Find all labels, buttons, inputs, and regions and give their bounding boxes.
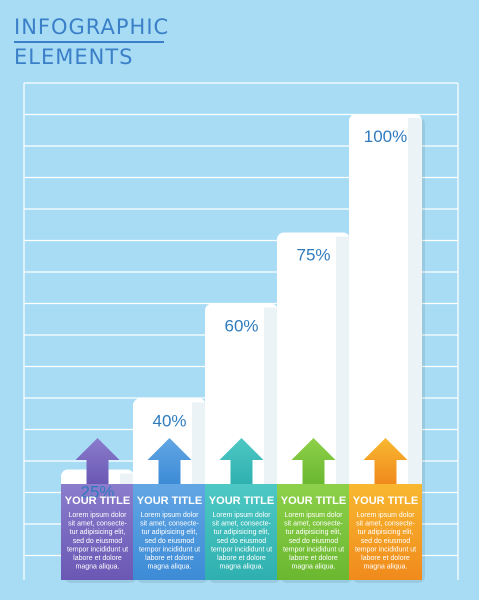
bar-shade — [336, 236, 350, 492]
description-line: magna aliqua. — [220, 564, 264, 571]
arrow-up-icon — [219, 438, 264, 484]
description-line: Lorem ipsum dolor — [285, 512, 344, 519]
bar-group: 25%YOUR TITLE Lorem ipsum dolor sit amet, … — [61, 438, 137, 583]
description-line: sit amet, consecte- — [356, 521, 415, 528]
description-line: tempor incididunt ut — [211, 546, 272, 553]
arrow-up-icon — [291, 438, 336, 484]
value-label: 100% — [364, 127, 407, 146]
description-line: Lorem ipsum dolor — [69, 512, 128, 519]
header: INFOGRAPHIC ELEMENTS — [14, 14, 169, 70]
bar-group: 60% YOUR TITLE Lorem ipsum dolor sit amet, … — [205, 303, 281, 583]
description-line: tur adipisicing elit, — [142, 529, 198, 536]
category-label: YOUR TITLE — [209, 495, 274, 507]
title-line-1: INFOGRAPHIC — [14, 15, 170, 39]
bar — [277, 232, 350, 492]
bar-panel — [61, 484, 134, 580]
category-label: YOUR TITLE — [65, 495, 130, 507]
bar-panel — [277, 484, 350, 580]
description-line: magna aliqua. — [364, 564, 408, 571]
description-line: tempor incididunt ut — [355, 546, 416, 553]
bar-panel — [349, 484, 422, 580]
arrow-up-icon — [147, 438, 192, 484]
arrow-up-icon — [363, 438, 408, 484]
description-line: labore et dolore — [145, 555, 194, 562]
description-line: sed do eiusmod — [73, 538, 123, 545]
bar-group: 75% YOUR TITLE Lorem ipsum dolor sit amet, … — [277, 232, 353, 583]
description-line: sed do eiusmod — [361, 538, 411, 545]
bar — [205, 303, 278, 492]
description-line: sit amet, consecte- — [140, 521, 199, 528]
description-line: magna aliqua. — [76, 564, 120, 571]
description-line: sed do eiusmod — [217, 538, 267, 545]
description-line: tur adipisicing elit, — [358, 529, 414, 536]
description-line: Lorem ipsum dolor — [213, 512, 272, 519]
bar-shade — [408, 118, 422, 492]
bar-panel — [205, 484, 278, 580]
description-line: tur adipisicing elit, — [214, 529, 270, 536]
description-line: Lorem ipsum dolor — [357, 512, 416, 519]
description-line: labore et dolore — [217, 555, 266, 562]
category-label: YOUR TITLE — [137, 495, 202, 507]
value-label: 25% — [80, 483, 114, 502]
bar-panel — [133, 484, 206, 580]
title-underline — [14, 41, 164, 43]
value-label: 75% — [296, 246, 330, 265]
bar-group: 100% YOUR TITLE Lorem ipsum dolor sit amet,… — [349, 114, 425, 583]
bar-shade — [192, 402, 206, 492]
description-line: sit amet, consecte- — [68, 521, 127, 528]
description-line: tur adipisicing elit, — [286, 529, 342, 536]
arrow-up-icon — [75, 438, 120, 484]
description-line: Lorem ipsum dolor — [141, 512, 200, 519]
description-line: labore et dolore — [289, 555, 338, 562]
description-line: sit amet, consecte- — [212, 521, 271, 528]
description-line: labore et dolore — [361, 555, 410, 562]
bar — [349, 114, 422, 492]
category-label: YOUR TITLE — [353, 495, 418, 507]
description-line: tur adipisicing elit, — [70, 529, 126, 536]
description-line: tempor incididunt ut — [67, 546, 128, 553]
bar-shade — [264, 307, 278, 492]
description-line: sed do eiusmod — [289, 538, 339, 545]
description-line: labore et dolore — [73, 555, 122, 562]
description-line: tempor incididunt ut — [139, 546, 200, 553]
description-line: sit amet, consecte- — [284, 521, 343, 528]
title-line-2: ELEMENTS — [14, 45, 134, 69]
value-label: 40% — [152, 411, 186, 430]
bar-group: 40% YOUR TITLE Lorem ipsum dolor sit amet, … — [133, 398, 209, 583]
description-line: tempor incididunt ut — [283, 546, 344, 553]
description-line: sed do eiusmod — [145, 538, 195, 545]
value-label: 60% — [224, 317, 258, 336]
category-label: YOUR TITLE — [281, 495, 346, 507]
description-line: magna aliqua. — [292, 564, 336, 571]
description-line: magna aliqua. — [148, 564, 192, 571]
